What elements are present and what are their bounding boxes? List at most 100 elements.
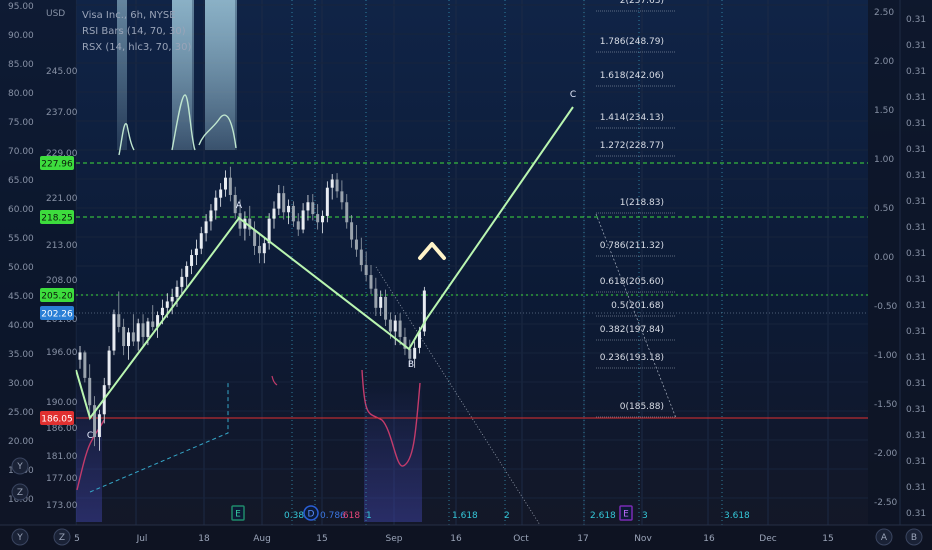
price-badge-label-2: 205.20 — [41, 292, 73, 302]
wave-path — [75, 106, 574, 421]
candle-body-64 — [388, 319, 392, 332]
elliott-wave[interactable]: A B C C — [75, 90, 576, 441]
y-btn-bottom-label: Y — [16, 533, 23, 543]
far-right-tick-6: 0.31 — [906, 171, 926, 181]
time-fib-label-0: 0.382 — [284, 511, 310, 521]
indicator-rsi-bars[interactable]: RSI Bars (14, 70, 30) — [82, 26, 186, 37]
candle-body-13 — [141, 323, 145, 337]
left-tick-11: 40.00 — [8, 321, 34, 331]
candle-body-56 — [350, 222, 354, 240]
candle-body-68 — [408, 348, 412, 359]
candle-body-46 — [301, 210, 305, 230]
far-right-tick-16: 0.31 — [906, 431, 926, 441]
time-axis-bg — [0, 525, 932, 550]
left-tick-5: 70.00 — [8, 147, 34, 157]
fibonacci-retracement[interactable]: 2(257.63) 1.786(248.79) 1.618(242.06) 1.414… — [375, 0, 677, 526]
right-tick-0: 2.50 — [874, 8, 894, 18]
rsx-curve-2 — [361, 369, 421, 467]
x-tick-12: 15 — [822, 534, 833, 544]
candle-body-12 — [136, 323, 140, 342]
x-tick-10: 16 — [703, 534, 715, 544]
price-badges: 227.96 218.25 205.20 202.26 186.05 — [40, 156, 74, 425]
candle-body-18 — [165, 301, 169, 308]
candle-body-39 — [267, 218, 271, 244]
candle-body-7 — [112, 314, 116, 351]
candle-body-43 — [287, 205, 291, 213]
far-right-tick-8: 0.31 — [906, 223, 926, 233]
fib-label-3: 1.414(234.13) — [600, 113, 664, 123]
right-tick-10: -2.50 — [874, 498, 898, 508]
left-tick-12: 35.00 — [8, 350, 34, 360]
candle-body-6 — [107, 350, 111, 386]
candle-body-53 — [335, 179, 339, 192]
right-btn-0 — [875, 528, 893, 546]
z-btn-bottom — [53, 528, 71, 546]
far-right-tick-17: 0.31 — [906, 457, 926, 467]
x-tick-0: 5 — [74, 534, 80, 544]
candle-body-65 — [393, 320, 397, 332]
fib-label-4: 1.272(228.77) — [600, 141, 664, 151]
left-tick-0: 95.00 — [8, 2, 34, 12]
candle-body-62 — [379, 296, 383, 308]
legend[interactable]: Visa Inc., 6h, NYSE RSI Bars (14, 70, 30… — [82, 8, 191, 56]
left-btn-1 — [11, 483, 29, 501]
right-btn-1 — [905, 528, 923, 546]
z-btn-bottom-label: Z — [59, 533, 65, 543]
fib-label-6: 0.786(211.32) — [600, 241, 664, 251]
candle-body-8 — [117, 314, 121, 327]
candle-body-20 — [175, 286, 179, 297]
far-right-tick-10: 0.31 — [906, 275, 926, 285]
event-marker-label-1: D — [308, 510, 315, 520]
time-fib-partial-label: .618 — [340, 511, 360, 521]
candle-body-60 — [369, 275, 373, 289]
candle-body-58 — [359, 249, 363, 266]
far-right-tick-5: 0.31 — [906, 145, 926, 155]
time-fib-label-2: 1 — [366, 511, 372, 521]
x-tick-2: 18 — [198, 534, 210, 544]
candle-body-28 — [214, 197, 218, 211]
left-tick-6: 65.00 — [8, 176, 34, 186]
candle-body-25 — [199, 233, 203, 249]
x-tick-9: Nov — [634, 534, 652, 544]
candle-body-30 — [224, 177, 227, 190]
indicator-rsx[interactable]: RSX (14, hlc3, 70, 30) — [82, 42, 192, 53]
price-tick-7: 208.00 — [46, 276, 78, 286]
rsx-trendline — [89, 382, 229, 493]
candle-body-63 — [384, 296, 388, 320]
time-fib-label-1: 0.786 — [320, 511, 346, 521]
far-right-tick-1: 0.31 — [906, 41, 926, 51]
candle-body-59 — [364, 265, 368, 276]
price-tick-11: 237.00 — [46, 108, 78, 118]
price-tick-12: 229.00 — [46, 149, 78, 159]
rsx-zone-2 — [364, 380, 422, 522]
x-tick-3: Aug — [253, 534, 271, 544]
candle-body-44 — [291, 205, 295, 222]
left-tick-10: 45.00 — [8, 292, 34, 302]
far-right-tick-11: 0.31 — [906, 301, 926, 311]
rsx-curve-3 — [271, 375, 278, 386]
x-tick-5: Sep — [386, 534, 403, 544]
price-badge-label-3: 202.26 — [41, 310, 73, 320]
fib-label-7: 0.618(205.60) — [600, 277, 664, 287]
time-fib-label-4: 2 — [504, 511, 510, 521]
right-tick-6: -0.50 — [874, 302, 898, 312]
right-tick-3: 1.00 — [874, 155, 894, 165]
right-tick-7: -1.00 — [874, 351, 898, 361]
price-tick-1: 177.00 — [46, 474, 78, 484]
fib-diagonal — [595, 213, 677, 419]
symbol-line[interactable]: Visa Inc., 6h, NYSE — [82, 10, 176, 21]
price-tick-2: 181.00 — [46, 452, 78, 462]
fib-label-2: 1.618(242.06) — [600, 71, 664, 81]
left-btn-label-0: Y — [16, 462, 23, 472]
price-tick-4: 190.00 — [46, 398, 78, 408]
candle-body-21 — [180, 276, 184, 287]
candle-body-9 — [122, 326, 126, 347]
far-right-tick-9: 0.31 — [906, 249, 926, 259]
far-right-tick-15: 0.31 — [906, 405, 926, 415]
candle-body-33 — [238, 213, 242, 229]
